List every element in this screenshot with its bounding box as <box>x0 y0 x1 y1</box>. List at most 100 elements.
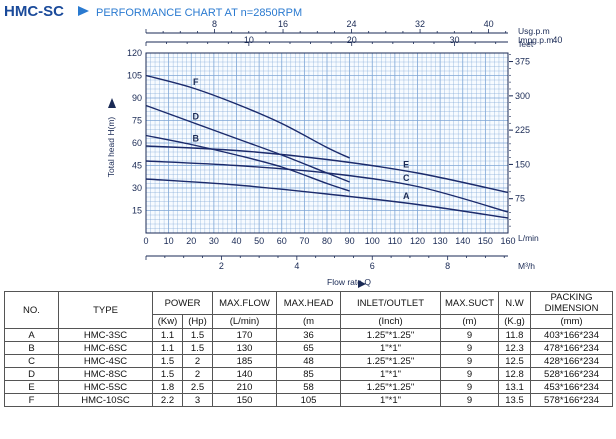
y2-tick-label: 375 <box>515 57 530 67</box>
x-tick-label: 80 <box>322 236 332 246</box>
table-cell: A <box>4 328 59 342</box>
y2-tick-label: 75 <box>515 194 525 204</box>
table-cell: 2 <box>181 354 214 368</box>
table-cell: HMC-4SC <box>58 354 153 368</box>
curve-label-b: B <box>193 134 200 144</box>
table-cell: 130 <box>212 341 278 355</box>
table-cell: 528*166*234 <box>530 367 614 381</box>
col-header-max-flow: MAX.FLOW <box>212 291 278 315</box>
x-tick-label: 150 <box>478 236 493 246</box>
table-row: C HMC-4SC 1.5 2 185 48 1.25"*1.25" 9 12.5 428*166… <box>4 354 614 368</box>
x-tick-label: 120 <box>410 236 425 246</box>
table-cell: 85 <box>276 367 342 381</box>
x-tick-label: 40 <box>231 236 241 246</box>
unit-lmin: (L/min) <box>212 314 278 329</box>
table-row: E HMC-5SC 1.8 2.5 210 58 1.25"*1.25" 9 13.1 453*1… <box>4 380 614 394</box>
unit-hp: (Hp) <box>181 314 214 329</box>
table-cell: 1"*1" <box>340 367 442 381</box>
col-header-max-head: MAX.HEAD <box>276 291 342 315</box>
unit-m-suct: (m) <box>440 314 500 329</box>
table-cell: 1.5 <box>152 367 183 381</box>
x-tick-label: 130 <box>433 236 448 246</box>
usgpm-tick-label: 16 <box>278 19 288 29</box>
usgpm-tick-label: 24 <box>347 19 357 29</box>
impgpm-tick-label: 40 <box>552 35 562 45</box>
y2-tick-label: 225 <box>515 125 530 135</box>
y-tick-label: 60 <box>132 138 142 148</box>
x-tick-label: 50 <box>254 236 264 246</box>
table-cell: 9 <box>440 354 500 368</box>
table-cell: 13.1 <box>498 380 532 394</box>
curve-label-e: E <box>403 159 409 169</box>
table-cell: 428*166*234 <box>530 354 614 368</box>
y2-unit-label: feet <box>519 39 534 49</box>
curve-label-a: A <box>403 191 410 201</box>
table-cell: 1.1 <box>152 341 183 355</box>
x-tick-label: 160 <box>500 236 515 246</box>
table-cell: 36 <box>276 328 342 342</box>
y-tick-label: 75 <box>132 116 142 126</box>
table-cell: 1.5 <box>152 354 183 368</box>
x-tick-label: 140 <box>455 236 470 246</box>
curve-e <box>145 145 509 194</box>
col-header-nw: N.W <box>498 291 532 315</box>
y-tick-label: 15 <box>132 206 142 216</box>
unit-kw: (Kw) <box>152 314 183 329</box>
table-cell: 9 <box>440 367 500 381</box>
table-cell: 1.25"*1.25" <box>340 328 442 342</box>
table-cell: 140 <box>212 367 278 381</box>
table-cell: 9 <box>440 328 500 342</box>
table-row: D HMC-8SC 1.5 2 140 85 1"*1" 9 12.8 528*166*234 <box>4 367 614 381</box>
x-tick-label: 60 <box>277 236 287 246</box>
unit-mm: (mm) <box>530 314 614 329</box>
impgpm-unit-label: Impg.p.m <box>518 35 553 45</box>
x-tick-label: 90 <box>345 236 355 246</box>
table-cell: 403*166*234 <box>530 328 614 342</box>
usgpm-tick-label: 40 <box>484 19 494 29</box>
table-cell: 170 <box>212 328 278 342</box>
table-cell: 9 <box>440 393 500 407</box>
chart-axes: 0 10 20 30 40 50 60 70 80 90 100 110 120 130 140 150 160… <box>106 19 562 288</box>
y-axis-arrow-icon <box>108 98 116 108</box>
table-cell: 150 <box>212 393 278 407</box>
unit-m-head: (m <box>276 314 342 329</box>
x-tick-label: 0 <box>143 236 148 246</box>
x-tick-label: 100 <box>365 236 380 246</box>
table-cell: 58 <box>276 380 342 394</box>
table-cell: 12.8 <box>498 367 532 381</box>
m3h-tick-label: 4 <box>294 261 299 271</box>
spec-table: NO. TYPE POWER MAX.FLOW MAX.HEAD INLET/O… <box>4 291 614 407</box>
table-cell: 65 <box>276 341 342 355</box>
col-header-type: TYPE <box>58 291 153 329</box>
y-tick-label: 105 <box>127 71 142 81</box>
table-cell: 48 <box>276 354 342 368</box>
table-cell: 11.8 <box>498 328 532 342</box>
y-axis-label: Total head H(m) <box>106 117 116 178</box>
table-cell: 1.5 <box>181 328 214 342</box>
usgpm-tick-label: 32 <box>415 19 425 29</box>
curve-label-f: F <box>193 77 199 87</box>
impgpm-tick-label: 10 <box>244 35 254 45</box>
table-cell: 1.25"*1.25" <box>340 354 442 368</box>
table-row: B HMC-6SC 1.1 1.5 130 65 1"*1" 9 12.3 478*166*234 <box>4 341 614 355</box>
table-cell: 210 <box>212 380 278 394</box>
x-tick-label: 10 <box>164 236 174 246</box>
table-cell: 2.2 <box>152 393 183 407</box>
col-header-max-suct: MAX.SUCT <box>440 291 500 315</box>
table-cell: 1.5 <box>181 341 214 355</box>
table-cell: 12.5 <box>498 354 532 368</box>
col-header-power: POWER <box>151 291 214 315</box>
y2-tick-label: 150 <box>515 159 530 169</box>
table-row: F HMC-10SC 2.2 3 150 105 1"*1" 9 13.5 578*166*234 <box>4 393 614 407</box>
table-row: A HMC-3SC 1.1 1.5 170 36 1.25"*1.25" 9 11.8 403*1… <box>4 328 614 342</box>
m3h-tick-label: 8 <box>445 261 450 271</box>
chart-title: PERFORMANCE CHART AT n=2850RPM <box>96 7 302 19</box>
impgpm-tick-label: 30 <box>450 35 460 45</box>
table-cell: 1.8 <box>152 380 183 394</box>
model-title: HMC-SC <box>4 3 64 20</box>
curve-f <box>145 74 350 159</box>
table-cell: 1"*1" <box>340 393 442 407</box>
col-header-packing: PACKING DIMENSION <box>530 291 614 315</box>
table-cell: D <box>4 367 59 381</box>
usgpm-unit-label: Usg.p.m <box>518 26 550 36</box>
